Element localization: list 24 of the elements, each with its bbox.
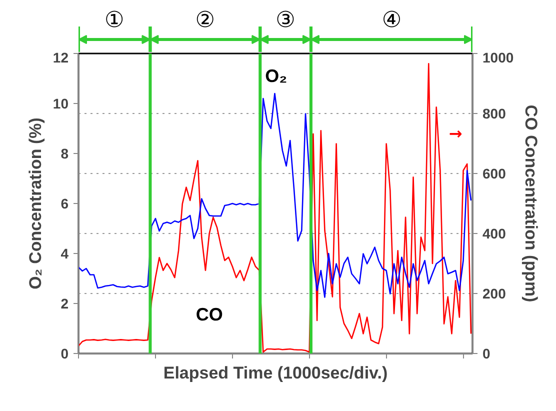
y2-tick-label: 1000 [482,50,514,66]
y2-tick-label: 400 [482,226,506,242]
text: ① [104,8,124,33]
y2-tick-label: 200 [482,286,506,302]
text: ② [195,8,216,33]
y-axis-title: O₂ Concentration (%) [26,118,45,290]
y2-tick-label: 800 [482,106,506,122]
line-series [78,92,472,298]
y-tick-label: 4 [60,246,69,262]
text: ④ [382,8,402,33]
y-tick-label: 2 [60,296,69,312]
x-axis-title: Elapsed Time (1000sec/div.) [163,364,388,382]
y2-tick-label: 0 [482,346,490,362]
annotation: → [448,124,462,143]
y2-tick-label: 600 [482,166,506,182]
y-tick-label: 10 [52,96,69,112]
y2-axis-title: CO Concentration (ppm) [522,104,541,302]
text: ③ [276,8,296,33]
y-tick-label: 12 [52,50,69,66]
y-tick-label: 8 [60,146,69,162]
y-tick-label: 6 [60,196,69,212]
series-label: CO [196,304,223,324]
series-label: O₂ [265,66,288,86]
y-tick-label: 0 [60,346,69,362]
